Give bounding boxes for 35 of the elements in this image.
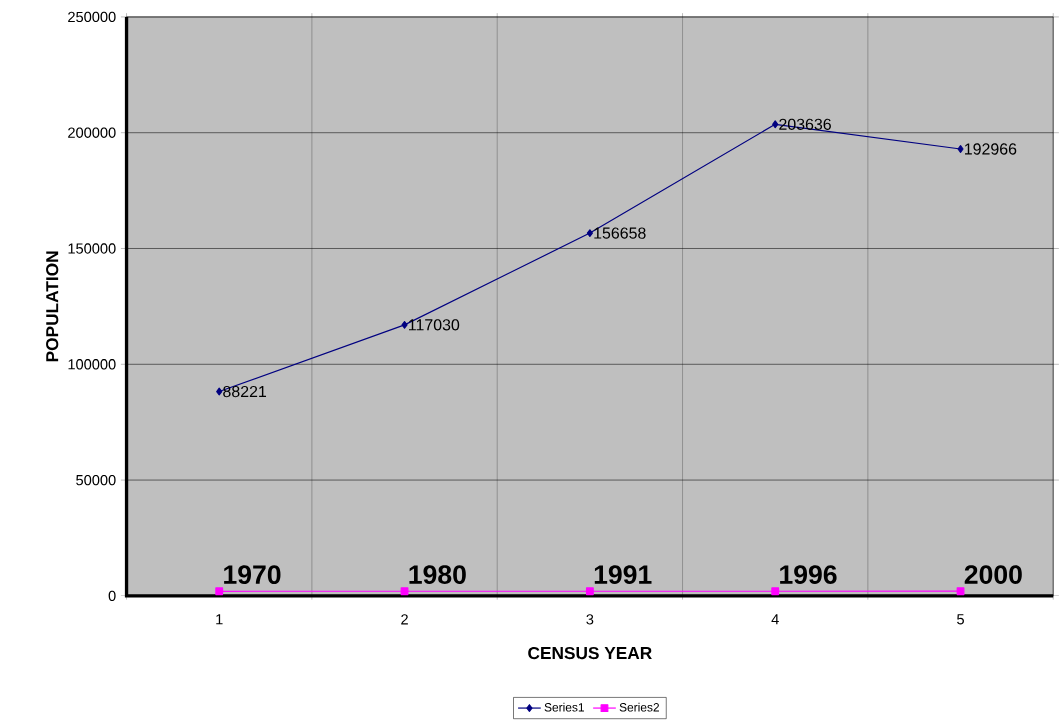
x-tick-label: 2: [401, 614, 408, 625]
x-axis-title: CENSUS YEAR: [528, 646, 652, 659]
y-tick-label: 100000: [68, 358, 116, 370]
legend-label: Series1: [544, 702, 584, 712]
x-tick-label: 5: [957, 614, 964, 625]
x-tick-label: 1: [216, 614, 223, 625]
data-label: 1970: [224, 565, 281, 584]
data-label: 156658: [594, 227, 646, 239]
y-tick-label: 0: [108, 590, 116, 601]
point: [400, 587, 409, 595]
data-label: 2000: [964, 564, 1022, 584]
data-label: 203636: [779, 118, 831, 130]
point: [215, 587, 224, 596]
point: [772, 120, 779, 129]
data-label: 1980: [409, 565, 466, 584]
data-label: 88221: [223, 385, 267, 397]
point: [771, 587, 780, 595]
point: [401, 320, 408, 329]
x-tick-label: 3: [586, 614, 594, 625]
y-tick-label: 250000: [68, 11, 116, 22]
y-tick-label: 150000: [68, 243, 116, 254]
point: [586, 228, 593, 237]
point: [957, 144, 964, 153]
data-label: 192966: [965, 143, 1017, 155]
y-axis-title: POPULATION: [46, 251, 59, 362]
point: [956, 587, 965, 595]
x-tick-label: 4: [771, 614, 779, 625]
y-tick-label: 50000: [76, 474, 116, 486]
point: [216, 387, 223, 396]
legend-label: Series2: [619, 702, 659, 712]
data-label: 1991: [594, 565, 652, 584]
data-label: 117030: [409, 319, 460, 331]
point: [585, 587, 594, 595]
data-label: 1996: [780, 564, 837, 584]
y-tick-label: 200000: [68, 127, 116, 138]
